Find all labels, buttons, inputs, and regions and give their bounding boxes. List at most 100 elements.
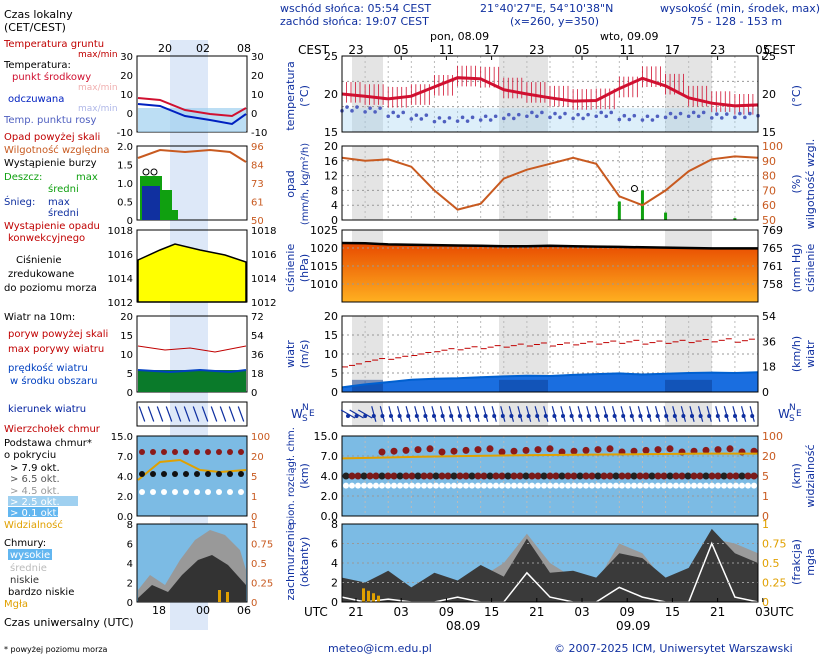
- mini-ytick: 2: [127, 579, 133, 590]
- humidity-line: [341, 155, 759, 211]
- dew-point: [455, 119, 460, 123]
- mini-ytick: 20: [120, 71, 133, 82]
- mini-dot-white: [205, 489, 211, 495]
- legend-soil-maxmin: max/min: [78, 50, 118, 60]
- dew-point: [535, 114, 539, 119]
- svg-text:N: N: [302, 403, 309, 413]
- mini-snow-bar: [142, 186, 160, 220]
- dew-point: [373, 110, 377, 114]
- mini-ytick: 4: [127, 559, 133, 570]
- dew-point: [414, 113, 419, 117]
- cloud-top-dot: [630, 447, 638, 455]
- cloud-top-dot: [666, 445, 674, 453]
- mini-fog-bar: [218, 590, 221, 602]
- elevation-label: wysokość (min, środek, max): [660, 2, 820, 15]
- footer-email[interactable]: meteo@icm.edu.pl: [328, 642, 432, 655]
- kmh-ytick: 18: [762, 361, 776, 374]
- cloud-dot-white: [631, 482, 637, 489]
- dew-point: [493, 114, 498, 119]
- mini-ytick-r: 36: [251, 350, 264, 361]
- high-swatch: [8, 549, 52, 560]
- cloud-top-dot: [570, 447, 578, 455]
- dew-point: [673, 115, 678, 120]
- mini-ytick: 0: [127, 388, 133, 399]
- legend-time-local: Czas lokalny: [4, 8, 73, 21]
- mini-wind-arrow: [228, 406, 236, 422]
- mini-ytick-r: 0.5: [251, 559, 267, 570]
- dew-point: [488, 118, 493, 122]
- legend-cloud-cover: o pokryciu: [4, 450, 56, 461]
- fog-ytick: 0.25: [762, 577, 787, 590]
- cloud-base-dot: [726, 472, 734, 480]
- cloud-dot-white: [733, 482, 739, 489]
- mini-ytick-r: 5: [251, 472, 257, 483]
- mini-ytick-r: 54: [251, 331, 264, 342]
- mini-legend-charts: 20 02 08 18: [108, 40, 276, 630]
- dew-point: [386, 114, 391, 119]
- cloud-dot-white: [427, 482, 433, 489]
- cloud-dot-white: [553, 482, 559, 489]
- mini-ytick-r: 30: [251, 52, 264, 63]
- cloud-top-dot: [474, 446, 482, 454]
- legend-utc-time: Czas uniwersalny (UTC): [4, 616, 134, 629]
- legend-pressure2: zredukowane: [8, 269, 74, 280]
- mini-wind-arrow: [156, 406, 164, 422]
- utc-tick: 21: [348, 605, 363, 619]
- mini-dot-top: [139, 449, 145, 455]
- mini-dot-white: [227, 489, 233, 495]
- dew-point: [424, 113, 429, 117]
- cloud-dot-white: [667, 482, 673, 489]
- mini-ytick-r: -10: [251, 128, 267, 139]
- cloud-dot-white: [613, 482, 619, 489]
- legend-snow: Śnieg:: [4, 195, 35, 208]
- dew-point: [701, 110, 706, 115]
- wind-arrow-head: [543, 414, 548, 418]
- cloud-top-dot: [402, 446, 410, 454]
- mini-ytick-r: 0: [251, 598, 257, 609]
- mini-wind-arrow: [201, 406, 209, 422]
- cloud-base-dot: [720, 472, 728, 480]
- cloud-dot-white: [529, 482, 535, 489]
- hum-ytick: 90: [762, 155, 776, 168]
- wind-panel: [341, 315, 759, 393]
- press-ytick: 1020: [310, 242, 338, 255]
- ylabel-cloudbase: pion. rozciągł. chm.: [286, 427, 297, 525]
- mini-dot-base: [161, 471, 167, 477]
- cloud-base-dot: [366, 472, 374, 480]
- temp-cold-band: [342, 108, 758, 132]
- wind-arrow-head: [578, 414, 583, 418]
- cloud-base-dot: [576, 472, 584, 480]
- cest-tick: 23: [348, 43, 363, 57]
- legend-pressure1: Ciśnienie: [16, 254, 62, 266]
- fog-bar: [372, 593, 375, 602]
- utc-ticks: 21 03 09 15 21 03 09 15 21 03: [348, 598, 770, 619]
- dew-point: [437, 116, 442, 120]
- cloud-base-dot: [696, 472, 704, 480]
- hum-ytick: 80: [762, 170, 776, 183]
- legend-temp-maxmin: max/min: [78, 83, 118, 93]
- mini-ytick: 4.0: [117, 472, 133, 483]
- mini-dir-frame: [136, 401, 248, 427]
- legend-okt45: > 4.5 okt.: [10, 486, 60, 497]
- wind-arrow-head: [612, 414, 617, 418]
- wind-arrow-head: [741, 414, 746, 418]
- cloud-base-dot: [606, 472, 614, 480]
- cloud-base-dot: [474, 472, 482, 480]
- vis-ytick: 20: [762, 450, 776, 463]
- ylabel-hum: wilgotność wzgl.: [804, 139, 817, 229]
- utc-tick: 03: [574, 605, 589, 619]
- cloud-base-dot: [564, 472, 572, 480]
- legend-clouds: Chmury:: [4, 538, 46, 549]
- mini-wind-arrow: [192, 406, 200, 422]
- cloud-dot-white: [643, 482, 649, 489]
- cover-ytick: 6: [331, 538, 338, 551]
- cloud-base-dot: [702, 472, 710, 480]
- mini-ytick-r: 1018: [251, 226, 276, 237]
- dew-point: [743, 115, 747, 120]
- cest-tick: 23: [710, 43, 725, 57]
- svg-text:E: E: [796, 409, 802, 419]
- utc-tick: 09: [439, 605, 454, 619]
- cloud-dot-white: [619, 482, 625, 489]
- coords-text: 21°40'27"E, 54°10'38"N: [480, 2, 613, 15]
- wind-arrow-head: [457, 414, 462, 418]
